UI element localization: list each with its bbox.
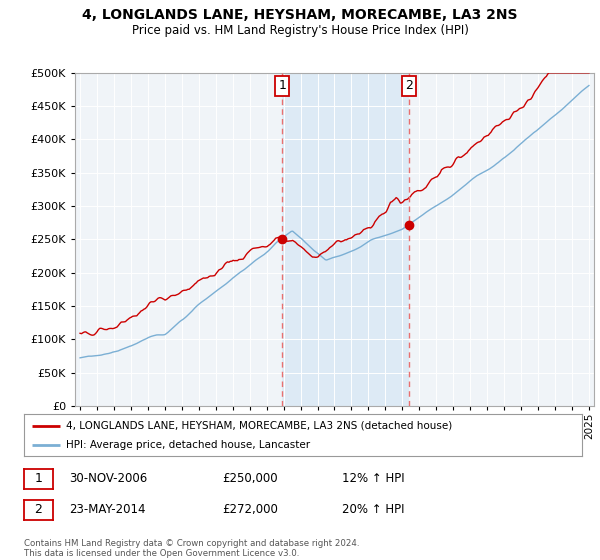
Text: 4, LONGLANDS LANE, HEYSHAM, MORECAMBE, LA3 2NS: 4, LONGLANDS LANE, HEYSHAM, MORECAMBE, L…: [82, 8, 518, 22]
Text: 12% ↑ HPI: 12% ↑ HPI: [342, 472, 404, 486]
Bar: [282, 73, 409, 406]
Text: 30-NOV-2006: 30-NOV-2006: [69, 472, 147, 486]
Text: 4, LONGLANDS LANE, HEYSHAM, MORECAMBE, LA3 2NS (detached house): 4, LONGLANDS LANE, HEYSHAM, MORECAMBE, L…: [66, 421, 452, 431]
Text: Price paid vs. HM Land Registry's House Price Index (HPI): Price paid vs. HM Land Registry's House …: [131, 24, 469, 37]
Text: 1: 1: [34, 472, 43, 486]
Text: 23-MAY-2014: 23-MAY-2014: [69, 503, 146, 516]
Text: £250,000: £250,000: [222, 472, 278, 486]
Text: 1: 1: [278, 80, 286, 92]
Text: Contains HM Land Registry data © Crown copyright and database right 2024.
This d: Contains HM Land Registry data © Crown c…: [24, 539, 359, 558]
Text: 2: 2: [34, 503, 43, 516]
Text: 20% ↑ HPI: 20% ↑ HPI: [342, 503, 404, 516]
Text: HPI: Average price, detached house, Lancaster: HPI: Average price, detached house, Lanc…: [66, 440, 310, 450]
Text: 2: 2: [405, 80, 413, 92]
Text: £272,000: £272,000: [222, 503, 278, 516]
